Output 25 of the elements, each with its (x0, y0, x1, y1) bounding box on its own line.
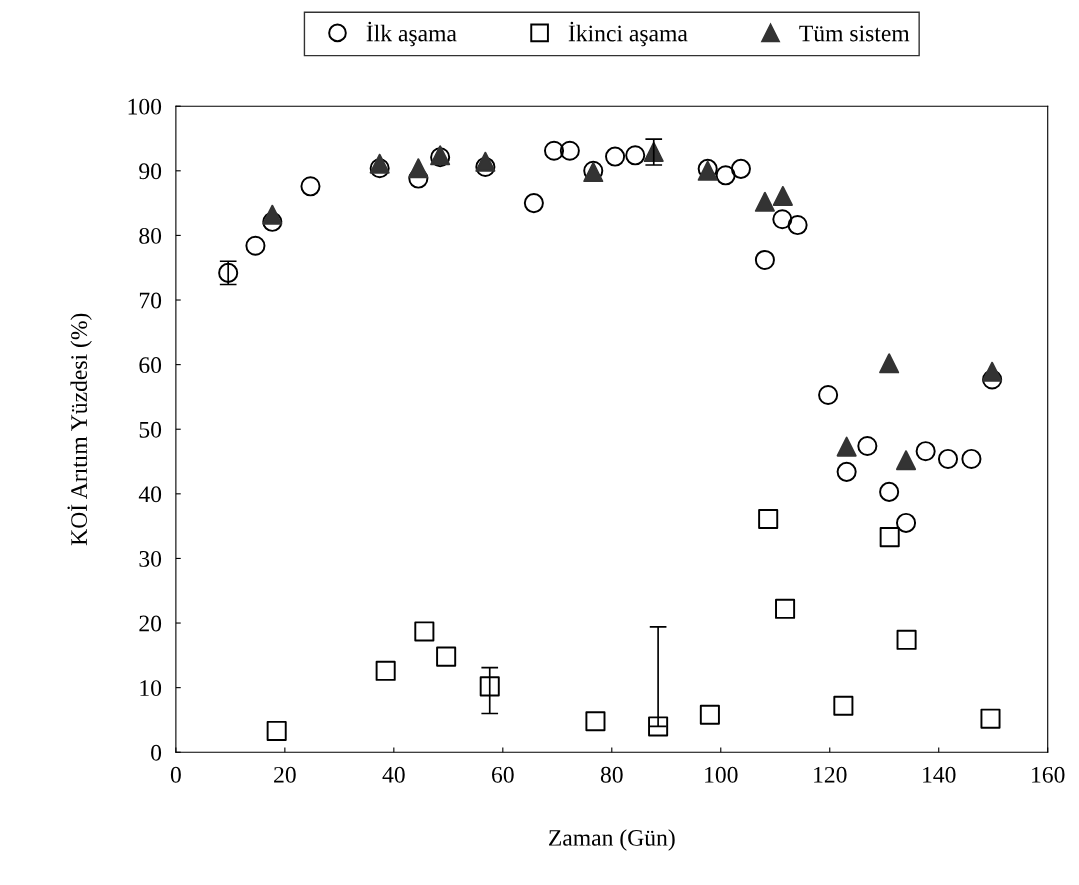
x-tick-label: 140 (923, 766, 956, 783)
x-tick-label: 100 (705, 766, 738, 783)
legend-label: Tüm sistem (799, 25, 910, 42)
y-tick-label: 70 (139, 292, 162, 309)
y-tick-label: 0 (151, 744, 162, 761)
y-tick-label: 80 (139, 227, 162, 244)
x-axis-title: Zaman (Gün) (549, 829, 675, 851)
y-tick-label: 100 (128, 98, 162, 115)
y-tick-label: 10 (140, 680, 162, 697)
x-tick-label: 120 (814, 766, 847, 783)
x-tick-label: 80 (600, 766, 623, 783)
y-tick-label: 50 (139, 421, 162, 438)
y-tick-label: 20 (139, 615, 162, 632)
x-tick-label: 40 (382, 766, 405, 783)
x-tick-label: 160 (1032, 766, 1065, 783)
x-tick-label: 0 (170, 766, 181, 783)
y-axis-title: KOİ Arıtım Yüzdesi (%) (67, 313, 92, 546)
y-tick-label: 30 (139, 550, 162, 567)
legend-label: İkinci aşama (568, 21, 688, 47)
y-tick-label: 90 (139, 163, 162, 180)
y-tick-label: 60 (139, 357, 162, 374)
x-tick-label: 60 (492, 766, 514, 783)
legend-label: İlk aşama (366, 21, 457, 47)
x-tick-label: 20 (274, 766, 296, 783)
y-tick-label: 40 (138, 486, 162, 503)
